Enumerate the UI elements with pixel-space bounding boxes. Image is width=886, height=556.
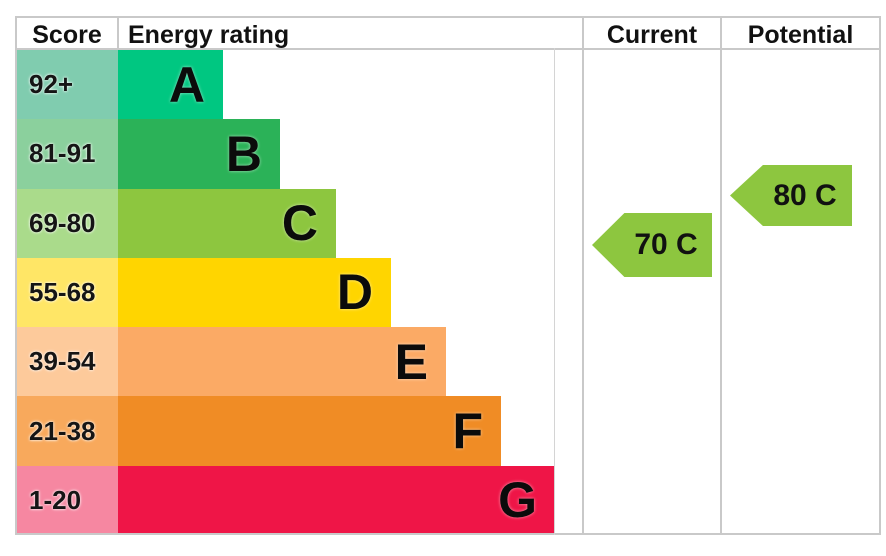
potential-header: Potential xyxy=(747,20,854,49)
table-top-border xyxy=(15,16,881,18)
rating-row-g: 1-20 G xyxy=(15,465,881,535)
score-header: Score xyxy=(32,20,102,49)
energy-column-right-border xyxy=(554,48,555,535)
score-range-e: 39-54 xyxy=(15,327,118,397)
rating-letter-c: C xyxy=(281,195,318,252)
score-column-divider xyxy=(117,16,119,50)
potential-rating-label: 80 C xyxy=(773,178,837,212)
rating-row-d: 55-68 D xyxy=(15,257,881,328)
rating-letter-f: F xyxy=(452,403,483,460)
score-range-f: 21-38 xyxy=(15,396,118,466)
rating-bar-a: A xyxy=(118,50,223,120)
current-rating-label: 70 C xyxy=(634,228,698,261)
rating-row-a: 92+ A xyxy=(15,50,881,120)
rating-rows: 92+ A 81-91 B 69-80 C 55-68 D 39-54 xyxy=(15,50,881,535)
rating-bar-f: F xyxy=(118,396,501,466)
rating-letter-b: B xyxy=(225,125,262,182)
rating-row-f: 21-38 F xyxy=(15,396,881,466)
score-range-c: 69-80 xyxy=(15,188,118,258)
score-range-g: 1-20 xyxy=(15,465,118,535)
rating-row-e: 39-54 E xyxy=(15,327,881,397)
current-column-left-border xyxy=(582,16,584,535)
rating-bar-c: C xyxy=(118,188,336,258)
rating-letter-g: G xyxy=(498,472,537,529)
rating-bar-e: E xyxy=(118,327,446,397)
current-header: Current xyxy=(606,20,698,49)
rating-letter-a: A xyxy=(168,56,205,113)
score-range-d: 55-68 xyxy=(15,257,118,328)
rating-letter-d: D xyxy=(336,264,373,321)
rating-letter-e: E xyxy=(394,333,428,390)
score-range-b: 81-91 xyxy=(15,119,118,189)
rating-row-b: 81-91 B xyxy=(15,119,881,189)
header-bottom-border xyxy=(15,48,881,50)
rating-bar-g: G xyxy=(118,465,555,535)
rating-bar-b: B xyxy=(118,119,280,189)
current-potential-divider xyxy=(720,16,722,535)
table-left-border xyxy=(15,16,17,535)
energy-rating-header: Energy rating xyxy=(128,20,290,49)
rating-bar-d: D xyxy=(118,257,391,328)
rating-row-c: 69-80 C xyxy=(15,188,881,258)
table-bottom-border xyxy=(15,533,881,535)
table-right-border xyxy=(879,16,881,535)
score-range-a: 92+ xyxy=(15,50,118,120)
